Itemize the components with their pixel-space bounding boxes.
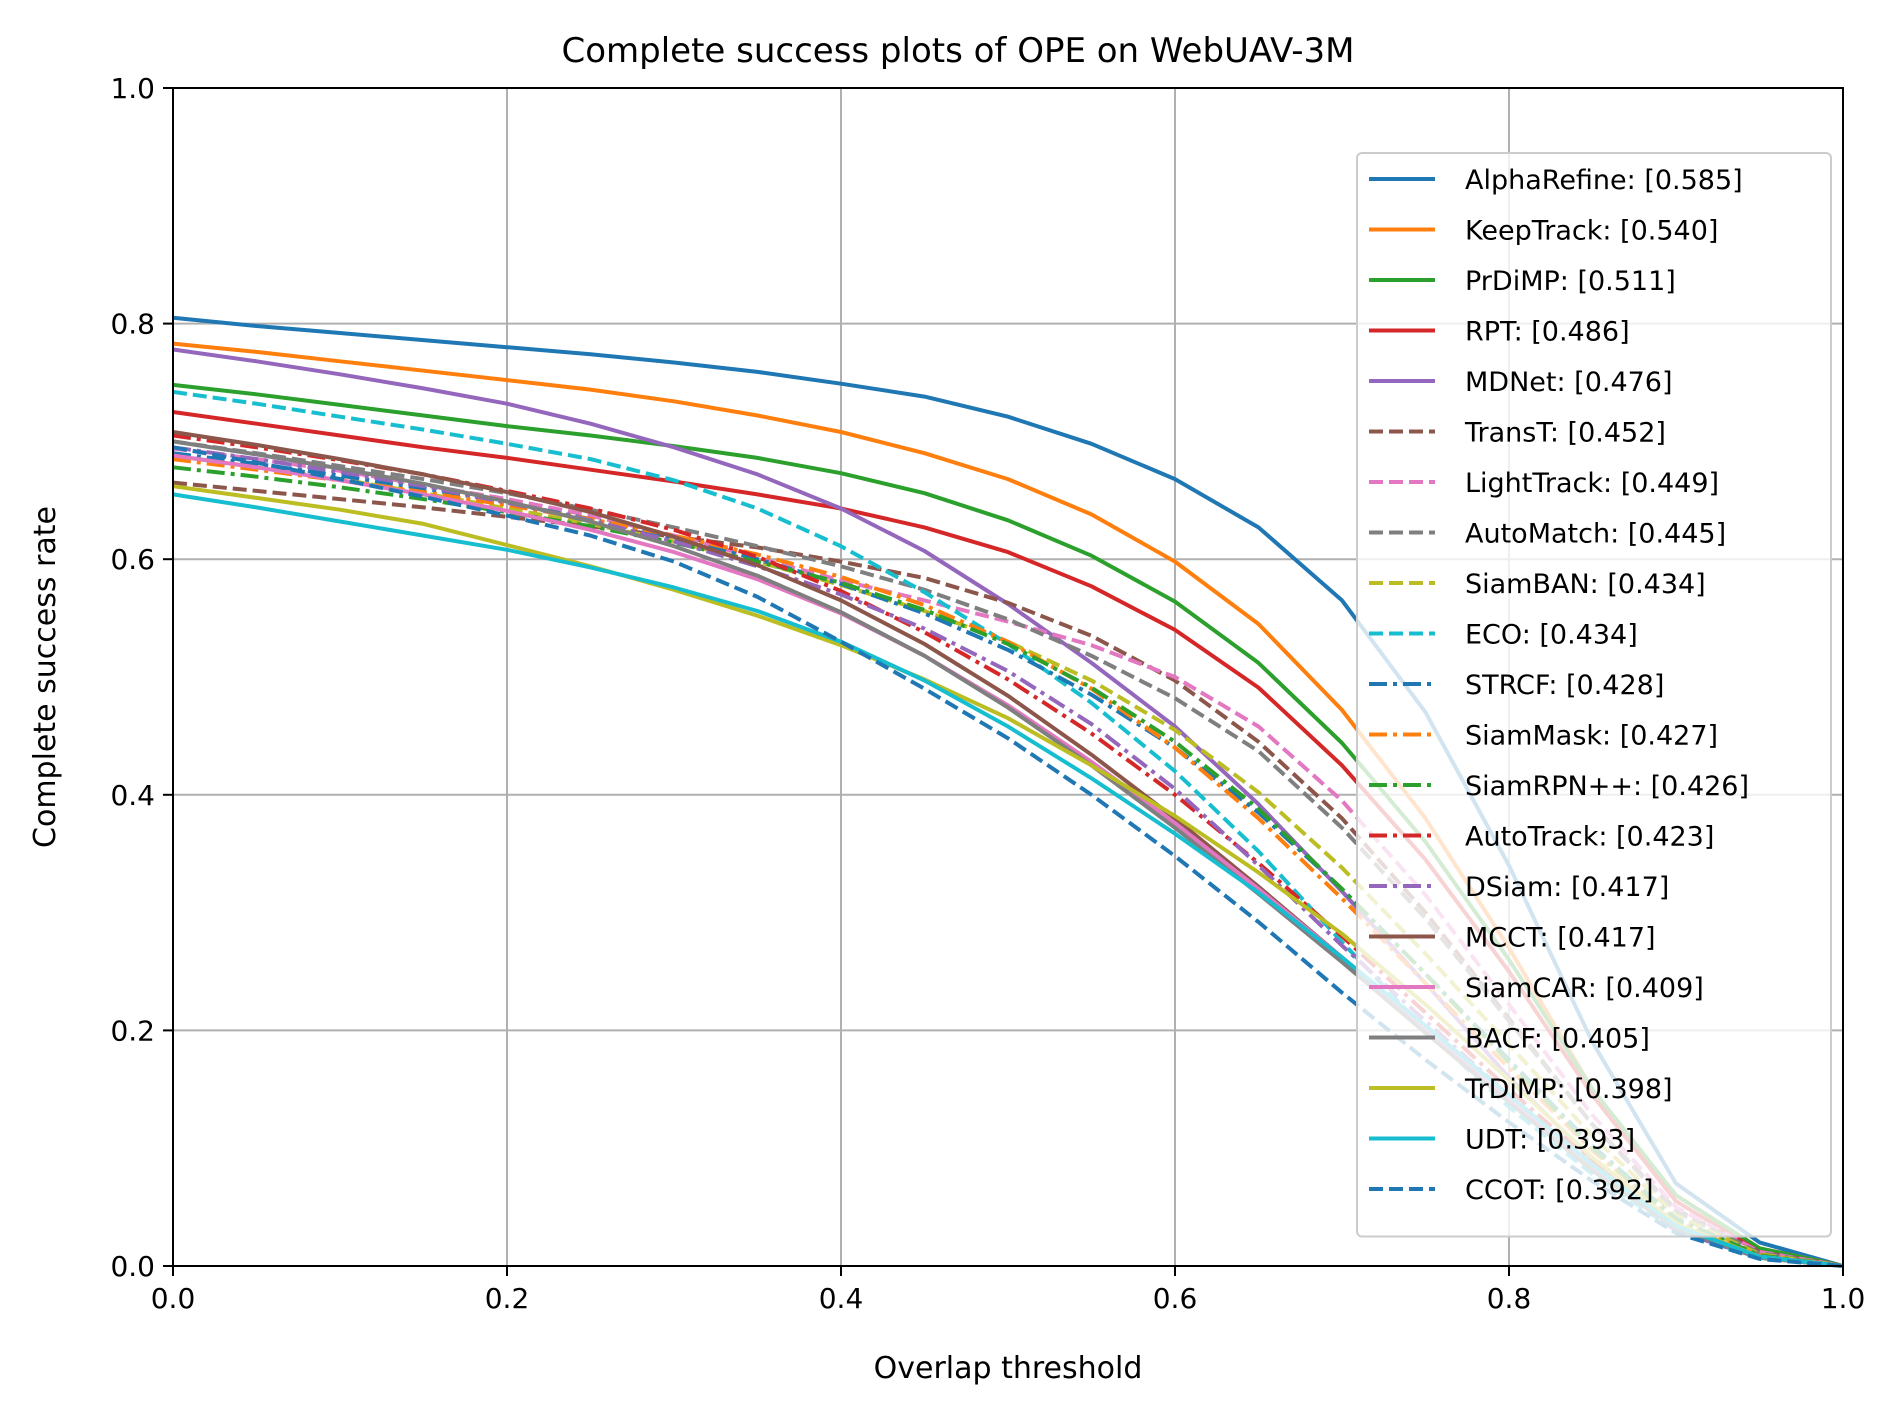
x-tick-label: 1.0 [1821, 1282, 1866, 1315]
y-tick-label: 0.8 [110, 308, 155, 341]
y-tick-label: 0.0 [110, 1250, 155, 1283]
series-line-automatch [172, 439, 1844, 1268]
legend-entry: BACF: [0.405] [1465, 1024, 1650, 1055]
legend-entry: MCCT: [0.417] [1465, 923, 1656, 954]
y-tick-label: 0.2 [110, 1014, 155, 1047]
y-tick-label: 0.4 [110, 779, 155, 812]
legend-entry: PrDiMP: [0.511] [1465, 266, 1676, 297]
legend-entry: TransT: [0.452] [1464, 418, 1666, 449]
legend-entry: SiamBAN: [0.434] [1465, 569, 1706, 600]
legend: AlphaRefine: [0.585] KeepTrack: [0.540] Pr… [1356, 152, 1832, 1238]
chart-title: Complete success plots of OPE on WebUAV-… [561, 31, 1354, 71]
legend-entry: SiamCAR: [0.409] [1465, 973, 1704, 1004]
plot-frame [172, 87, 1844, 1267]
legend-entry: KeepTrack: [0.540] [1465, 216, 1718, 247]
legend-entry: DSiam: [0.417] [1465, 872, 1669, 903]
legend-entry: STRCF: [0.428] [1465, 670, 1664, 701]
x-axis-label: Overlap threshold [874, 1351, 1143, 1386]
legend-entry: CCOT: [0.392] [1465, 1175, 1654, 1206]
legend-entry: AlphaRefine: [0.585] [1465, 165, 1743, 196]
legend-entry: AutoTrack: [0.423] [1465, 822, 1714, 853]
axis-ticks: 0.0 0.2 0.4 0.6 0.8 1.0 0.0 0.2 0.4 0.6 0.8 1.0 [110, 72, 1865, 1315]
legend-entry: RPT: [0.486] [1465, 317, 1630, 348]
legend-entry: UDT: [0.393] [1465, 1125, 1635, 1156]
x-tick-label: 0.6 [1153, 1282, 1198, 1315]
legend-entry: LightTrack: [0.449] [1465, 468, 1719, 499]
series-line-siammask [172, 457, 1844, 1268]
legend-entry: SiamMask: [0.427] [1465, 721, 1718, 752]
legend-entry: AutoMatch: [0.445] [1465, 519, 1726, 550]
legend-entry: SiamRPN++: [0.426] [1465, 771, 1749, 802]
y-axis-label: Complete success rate [28, 506, 63, 848]
x-tick-label: 0.2 [485, 1282, 530, 1315]
series-line-transt [172, 480, 1844, 1268]
y-tick-label: 0.6 [110, 543, 155, 576]
x-tick-label: 0.4 [819, 1282, 864, 1315]
legend-box [1356, 152, 1832, 1238]
legend-entry: MDNet: [0.476] [1465, 367, 1673, 398]
x-tick-label: 0.8 [1487, 1282, 1532, 1315]
y-tick-label: 1.0 [110, 72, 155, 105]
legend-entry: TrDiMP: [0.398] [1464, 1074, 1673, 1105]
x-tick-label: 0.0 [151, 1282, 196, 1315]
legend-entry: ECO: [0.434] [1465, 620, 1638, 651]
